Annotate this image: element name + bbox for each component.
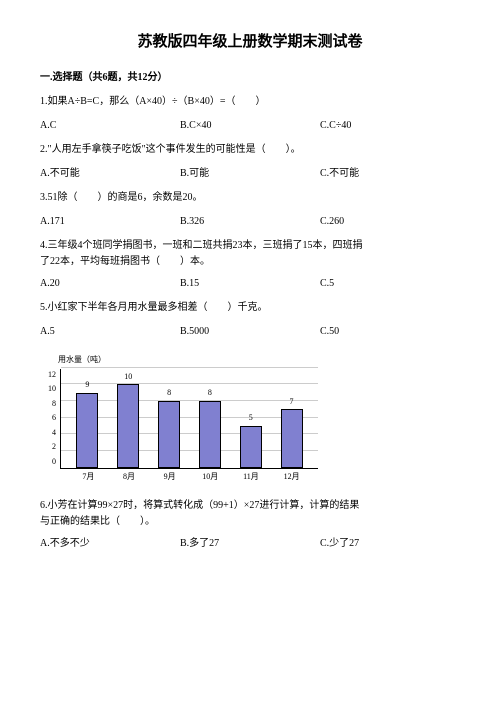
chart-x-axis: 7月 8月 9月 10月 11月 12月 <box>62 471 318 484</box>
question-6-options: A.不多不少 B.多了27 C.少了27 <box>40 536 460 552</box>
question-5: 5.小红家下半年各月用水量最多相差（ ）千克。 <box>40 300 460 316</box>
q5-option-b: B.5000 <box>180 324 320 340</box>
question-4-line2: 了22本，平均每班捐图书（ ）本。 <box>40 254 460 270</box>
chart-bar-value: 10 <box>124 371 132 384</box>
question-6-line1: 6.小芳在计算99×27时，将算式转化成（99+1）×27进行计算，计算的结果 <box>40 498 460 514</box>
q4-option-a: A.20 <box>40 276 180 292</box>
q3-option-b: B.326 <box>180 214 320 230</box>
question-4-options: A.20 B.15 C.5 <box>40 276 460 292</box>
chart-bar-value: 8 <box>208 387 212 400</box>
question-1: 1.如果A÷B=C，那么（A×40）÷（B×40）=（ ） <box>40 94 460 110</box>
chart-xlabel: 12月 <box>279 471 305 484</box>
chart-xlabel: 11月 <box>238 471 264 484</box>
chart-bar: 8 <box>197 387 223 467</box>
chart-y-axis: 1210 86 42 0 <box>48 369 60 469</box>
chart-ytick: 10 <box>48 383 56 396</box>
question-2-options: A.不可能 B.可能 C.不可能 <box>40 166 460 182</box>
chart-bar-rect <box>76 393 98 468</box>
chart-bar: 7 <box>279 396 305 468</box>
chart-plot: 9 10 8 8 5 7 <box>60 369 318 469</box>
q1-option-c: C.C÷40 <box>320 118 460 134</box>
q5-option-c: C.50 <box>320 324 460 340</box>
chart-bar-rect <box>117 384 139 467</box>
chart-ytick: 4 <box>52 427 56 440</box>
q1-option-b: B.C×40 <box>180 118 320 134</box>
water-usage-chart: 用水量（吨） 121086420 9108857 7月8月9月10月11月12月 <box>48 354 318 484</box>
question-1-options: A.C B.C×40 C.C÷40 <box>40 118 460 134</box>
question-4-line1: 4.三年级4个班同学捐图书，一班和二班共捐23本，三班捐了15本，四班捐 <box>40 238 460 254</box>
chart-bar: 9 <box>74 379 100 468</box>
chart-bar: 5 <box>238 412 264 467</box>
chart-bar-rect <box>199 401 221 468</box>
chart-ytick: 6 <box>52 412 56 425</box>
question-3-options: A.171 B.326 C.260 <box>40 214 460 230</box>
page-title: 苏教版四年级上册数学期末测试卷 <box>40 30 460 54</box>
question-6-line2: 与正确的结果比（ ）。 <box>40 514 460 530</box>
question-6: 6.小芳在计算99×27时，将算式转化成（99+1）×27进行计算，计算的结果 … <box>40 498 460 530</box>
q6-option-c: C.少了27 <box>320 536 460 552</box>
chart-ytick: 8 <box>52 398 56 411</box>
chart-ylabel: 用水量（吨） <box>58 354 318 367</box>
q4-option-c: C.5 <box>320 276 460 292</box>
q1-option-a: A.C <box>40 118 180 134</box>
chart-bar-rect <box>240 426 262 468</box>
q3-option-a: A.171 <box>40 214 180 230</box>
question-5-options: A.5 B.5000 C.50 <box>40 324 460 340</box>
question-2: 2."人用左手拿筷子吃饭"这个事件发生的可能性是（ ）。 <box>40 142 460 158</box>
chart-ytick: 2 <box>52 441 56 454</box>
chart-xlabel: 8月 <box>116 471 142 484</box>
chart-bar: 8 <box>156 387 182 467</box>
q2-option-a: A.不可能 <box>40 166 180 182</box>
chart-ytick: 0 <box>52 456 56 469</box>
question-4: 4.三年级4个班同学捐图书，一班和二班共捐23本，三班捐了15本，四班捐 了22… <box>40 238 460 270</box>
q2-option-c: C.不可能 <box>320 166 460 182</box>
chart-bar: 10 <box>115 371 141 468</box>
question-3: 3.51除（ ）的商是6，余数是20。 <box>40 190 460 206</box>
q6-option-a: A.不多不少 <box>40 536 180 552</box>
q3-option-c: C.260 <box>320 214 460 230</box>
chart-bar-rect <box>281 409 303 467</box>
q6-option-b: B.多了27 <box>180 536 320 552</box>
chart-bar-value: 9 <box>85 379 89 392</box>
chart-xlabel: 9月 <box>157 471 183 484</box>
q5-option-a: A.5 <box>40 324 180 340</box>
section-header: 一.选择题（共6题，共12分） <box>40 70 460 86</box>
chart-gridline <box>61 367 318 368</box>
q2-option-b: B.可能 <box>180 166 320 182</box>
chart-area: 121086420 9108857 <box>48 369 318 469</box>
chart-bar-rect <box>158 401 180 468</box>
chart-bar-value: 7 <box>290 396 294 409</box>
chart-bar-value: 5 <box>249 412 253 425</box>
chart-xlabel: 7月 <box>75 471 101 484</box>
q4-option-b: B.15 <box>180 276 320 292</box>
chart-bar-value: 8 <box>167 387 171 400</box>
chart-xlabel: 10月 <box>197 471 223 484</box>
chart-ytick: 12 <box>48 369 56 382</box>
